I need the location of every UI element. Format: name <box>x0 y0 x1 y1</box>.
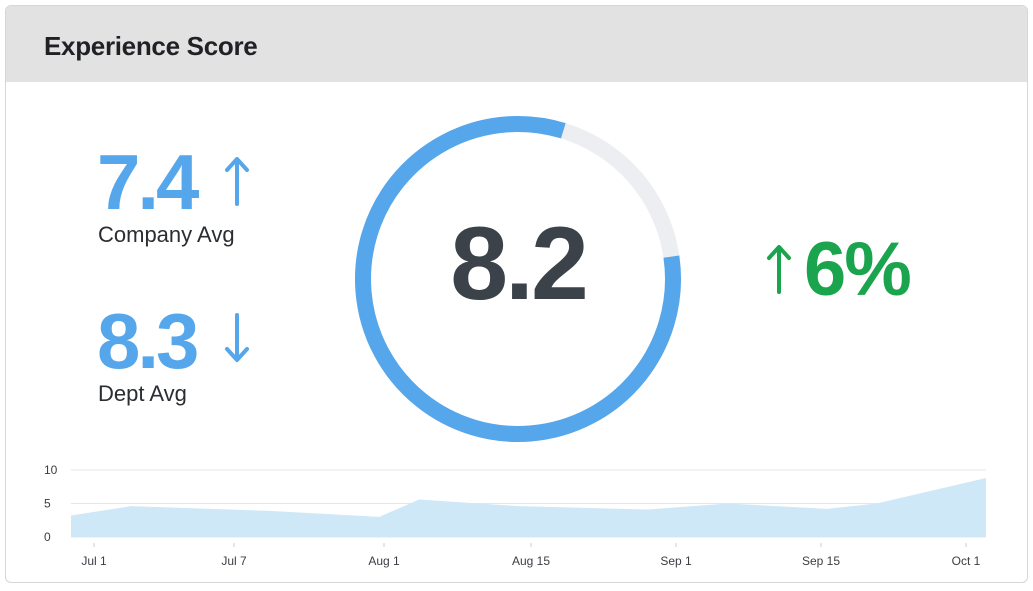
company-avg-value: 7.4 <box>97 138 199 226</box>
x-tick-label: Sep 15 <box>802 554 840 568</box>
x-tick-label: Sep 1 <box>660 554 692 568</box>
arrow-up-icon <box>224 154 250 211</box>
score-ring <box>355 116 681 443</box>
x-tick-label: Oct 1 <box>952 554 981 568</box>
experience-score-card: Experience Score 7.4 Company Avg 8.3 Dep… <box>5 5 1028 583</box>
x-tick-label: Jul 7 <box>221 554 247 568</box>
card-title: Experience Score <box>44 31 258 61</box>
score-trend-chart: 10 5 0 Jul 1 Jul 7 Aug 1 Aug 15 Sep 1 Sep 15 Oct … <box>44 463 987 568</box>
score-change-value: 6% <box>804 227 912 312</box>
x-tick-label: Jul 1 <box>81 554 107 568</box>
x-tick-label: Aug 1 <box>368 554 400 568</box>
arrow-up-icon <box>766 242 792 299</box>
x-tick-label: Aug 15 <box>512 554 550 568</box>
dept-avg-metric: 8.3 <box>97 302 250 380</box>
dept-avg-label: Dept Avg <box>98 381 187 406</box>
y-tick-label: 10 <box>44 463 58 477</box>
company-avg-metric: 7.4 <box>97 143 250 221</box>
dept-avg-value: 8.3 <box>97 297 199 385</box>
score-change: 6% <box>766 227 912 312</box>
y-tick-label: 0 <box>44 530 51 544</box>
experience-score-value: 8.2 <box>450 206 589 322</box>
score-area-series <box>71 478 986 537</box>
company-avg-label: Company Avg <box>98 222 235 247</box>
arrow-down-icon <box>224 312 250 370</box>
card-header: Experience Score <box>6 6 1027 82</box>
y-tick-label: 5 <box>44 497 51 511</box>
